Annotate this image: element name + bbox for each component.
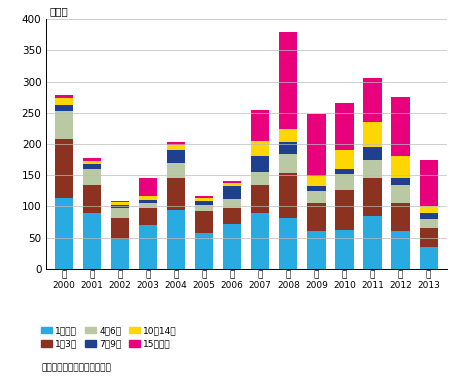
Bar [111,240,129,269]
Bar [195,211,213,233]
Bar [111,218,129,240]
Bar [139,225,157,269]
Bar [55,111,73,139]
Bar [419,213,437,219]
Bar [390,231,409,269]
Bar [419,247,437,269]
Bar [278,218,297,269]
Bar [222,183,241,187]
Bar [363,78,381,122]
Bar [390,157,409,178]
Bar [307,203,325,231]
Bar [363,160,381,178]
Bar [278,129,297,142]
Bar [307,191,325,203]
Bar [363,147,381,160]
Bar [83,213,101,269]
Bar [139,178,157,197]
Bar [363,122,381,147]
Bar [139,208,157,225]
Bar [167,145,185,150]
Text: （各棒グラフ下層から順に）: （各棒グラフ下層から順に） [41,364,111,372]
Bar [419,219,437,228]
Bar [195,233,213,269]
Bar [167,142,185,145]
Bar [55,105,73,111]
Bar [334,150,353,169]
Bar [195,197,213,198]
Bar [55,198,73,269]
Bar [83,158,101,161]
Bar [195,198,213,202]
Bar [195,201,213,205]
Bar [251,110,269,141]
Bar [167,163,185,178]
Bar [251,157,269,172]
Bar [419,207,437,213]
Bar [111,208,129,218]
Bar [363,216,381,269]
Bar [139,197,157,200]
Bar [334,190,353,230]
Bar [55,98,73,105]
Bar [251,185,269,213]
Bar [307,177,325,186]
Bar [363,178,381,216]
Bar [419,160,437,207]
Bar [307,114,325,177]
Bar [222,224,241,269]
Bar [83,169,101,185]
Bar [222,199,241,208]
Bar [278,154,297,173]
Bar [390,178,409,185]
Bar [278,173,297,218]
Bar [334,103,353,150]
Bar [251,172,269,185]
Bar [139,200,157,203]
Bar [278,142,297,154]
Bar [390,185,409,203]
Bar [222,208,241,224]
Bar [390,97,409,157]
Bar [390,203,409,231]
Bar [55,139,73,198]
Bar [222,187,241,199]
Bar [195,205,213,211]
Bar [55,95,73,98]
Bar [334,230,353,269]
Bar [111,201,129,202]
Bar [222,182,241,183]
Bar [251,141,269,157]
Bar [251,213,269,269]
Bar [307,231,325,269]
Bar [111,205,129,208]
Bar [83,164,101,169]
Bar [167,210,185,269]
Bar [167,178,185,210]
Bar [83,161,101,164]
Bar [278,32,297,129]
Bar [307,186,325,191]
Bar [334,169,353,174]
Bar [83,185,101,213]
Bar [334,174,353,190]
Bar [111,202,129,205]
Legend: 1歳未満, 1～3歳, 4～6歳, 7～9歳, 10～14歳, 15歳以上: 1歳未満, 1～3歳, 4～6歳, 7～9歳, 10～14歳, 15歳以上 [41,326,177,349]
Bar [419,228,437,247]
Bar [167,150,185,163]
Text: （人）: （人） [50,6,68,16]
Bar [139,203,157,208]
